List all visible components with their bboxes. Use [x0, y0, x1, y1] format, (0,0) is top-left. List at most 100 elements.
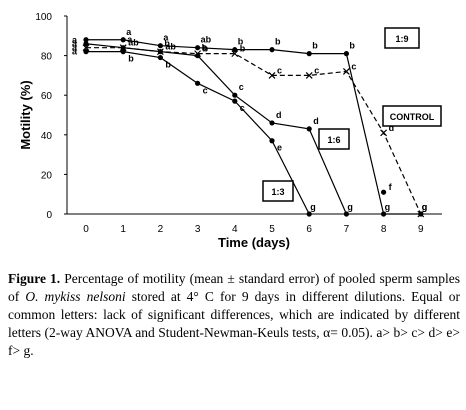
x-tick-6: 6	[306, 224, 312, 235]
point-1-9-8	[381, 211, 387, 217]
point-1-6-5	[269, 120, 275, 126]
letter-1-6-4: c	[239, 82, 244, 92]
letter-1-3-1: b	[128, 54, 134, 64]
letter-1-9-5: b	[275, 37, 281, 47]
letter-1-3-2: b	[165, 60, 171, 70]
letter-1-9-3: ab	[201, 35, 212, 45]
point-1-6-2	[157, 49, 163, 55]
letter-1-6-2: b	[164, 39, 170, 49]
point-1-3-5	[269, 138, 275, 144]
letter-1-3-3: c	[203, 85, 208, 95]
figure-caption: Figure 1. Percentage of motility (mean ±…	[8, 270, 460, 360]
y-tick-80: 80	[41, 52, 53, 63]
x-tick-8: 8	[381, 224, 387, 235]
x-tick-7: 7	[344, 224, 350, 235]
point-1-9-1	[120, 37, 126, 43]
point-1-9-3	[195, 45, 201, 51]
point-1-6-6	[306, 126, 312, 132]
y-axis-title: Motility (%)	[18, 80, 33, 149]
letter-1-6-0: a	[72, 39, 78, 49]
caption-text-before: Percentage of motility (mean ± standard …	[8, 271, 460, 304]
caption-species: O. mykiss nelsoni	[25, 289, 126, 304]
y-tick-0: 0	[46, 210, 52, 221]
letter-1-9-1: a	[126, 27, 132, 37]
y-tick-60: 60	[41, 91, 53, 102]
point-1-3-6	[306, 211, 312, 217]
svg-text:CONTROL: CONTROL	[390, 112, 435, 122]
series-label-1-3: 1:3	[262, 180, 294, 202]
y-tick-100: 100	[35, 12, 52, 23]
point-control-5-b	[268, 71, 276, 79]
point-control-8-b	[380, 129, 388, 137]
point-1-9-2	[157, 43, 163, 49]
x-tick-1: 1	[120, 224, 126, 235]
letter-1-6-7: g	[347, 202, 353, 212]
point-1-9-6	[306, 51, 312, 57]
point-control-9-b	[417, 210, 425, 218]
point-1-3-2	[157, 54, 163, 61]
point-control-4-b	[231, 50, 239, 58]
letter-1-3-4: c	[240, 103, 245, 113]
x-tick-5: 5	[269, 224, 275, 235]
letter-control-8: d	[389, 123, 395, 133]
letter-control-1: ab	[128, 38, 139, 48]
series-line-control	[86, 47, 422, 215]
series-layer	[82, 37, 425, 218]
series-line-1-9	[86, 39, 421, 215]
x-axis-title: Time (days)	[218, 235, 290, 250]
motility-chart: 0 20 40 60 80 100 0 1 2 3 4 5 6 7 8 9 Time (days) Moti…	[18, 12, 442, 250]
extra-point-0	[381, 189, 387, 195]
point-1-6-3	[195, 53, 201, 59]
letter-1-3-0: a	[72, 47, 78, 57]
point-1-3-3	[195, 80, 201, 86]
y-tick-40: 40	[41, 131, 53, 142]
letter-control-5: c	[277, 65, 282, 75]
letter-1-9-0: a	[72, 35, 78, 45]
letter-control-0: a	[72, 43, 78, 53]
series-line-1-6	[85, 43, 347, 215]
caption-label: Figure 1.	[8, 271, 61, 286]
letter-control-3: b	[203, 44, 209, 54]
svg-text:1:3: 1:3	[271, 187, 284, 197]
point-1-6-7	[343, 211, 349, 217]
point-1-6-1	[120, 45, 126, 51]
y-tick-20: 20	[41, 170, 53, 181]
svg-text:1:6: 1:6	[327, 135, 340, 145]
point-1-9-0	[83, 37, 89, 43]
series-label-1-9: 1:9	[384, 27, 420, 49]
point-control-6-b	[305, 71, 313, 79]
letter-1-6-6: d	[313, 116, 319, 126]
point-1-6-4	[232, 92, 238, 98]
point-1-9-5	[269, 47, 275, 53]
point-1-9-4	[232, 47, 238, 53]
letter-1-6-5: d	[276, 110, 282, 120]
caption-text-after: stored at 4° C for 9 days in different d…	[8, 289, 460, 358]
x-tick-labels: 0 1 2 3 4 5 6 7 8 9	[83, 224, 424, 235]
letter-1-9-6: b	[312, 41, 318, 51]
x-tick-2: 2	[158, 224, 164, 235]
series-label-1-6: 1:6	[318, 128, 350, 150]
letter-1-9-7: b	[349, 41, 355, 51]
point-1-9-7	[343, 51, 349, 57]
x-tick-4: 4	[232, 224, 238, 235]
letter-1-6-1: a	[127, 35, 133, 45]
svg-text:1:9: 1:9	[395, 34, 408, 44]
point-control-7-b	[342, 68, 350, 75]
y-tick-labels: 0 20 40 60 80 100	[35, 12, 67, 221]
x-tick-9: 9	[418, 224, 424, 235]
letter-1-3-5: e	[277, 143, 282, 153]
letter-1-9-8: g	[385, 202, 391, 212]
point-1-3-0	[83, 49, 89, 55]
letter-control-9: g	[422, 202, 428, 212]
letter-control-4: b	[240, 44, 246, 54]
series-label-control: CONTROL	[382, 105, 442, 127]
point-control-0-b	[82, 44, 90, 52]
point-1-3-4	[232, 98, 238, 104]
point-1-6-0	[83, 41, 89, 47]
letter-1-9-4: b	[238, 37, 244, 47]
point-1-3-1	[120, 49, 126, 55]
letter-1-9-2: a	[163, 33, 169, 43]
letter-1-3-6: g	[310, 202, 316, 212]
letter-control-2: ab	[165, 42, 176, 52]
